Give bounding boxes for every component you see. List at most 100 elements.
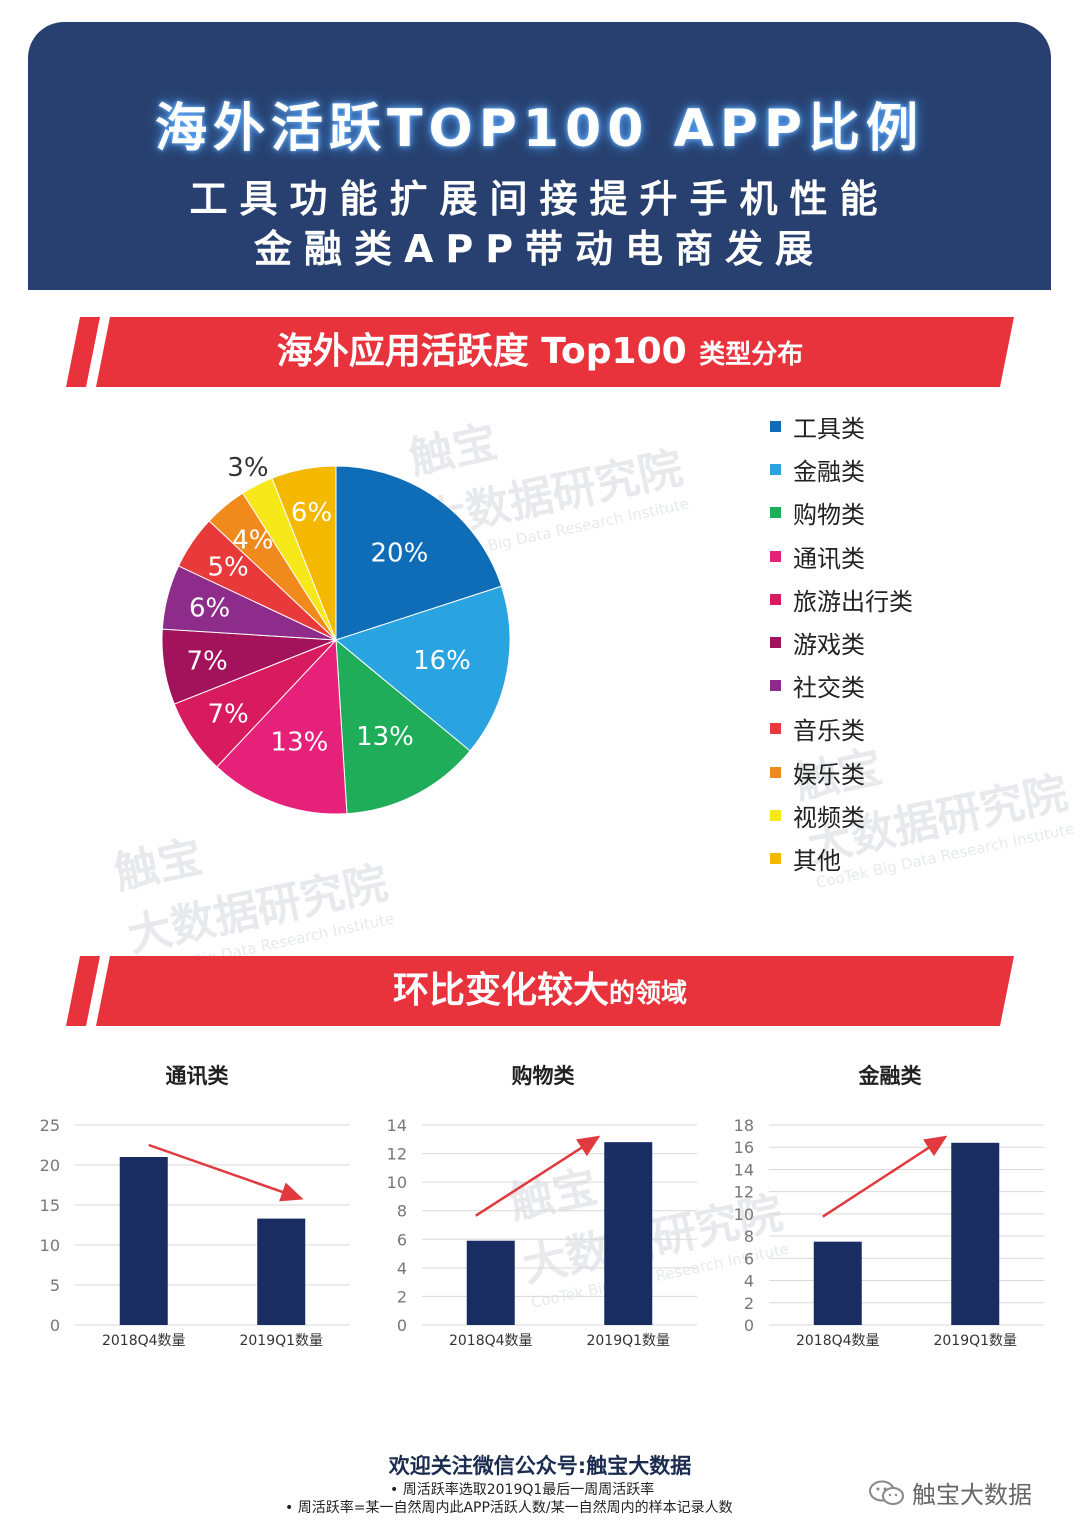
pie-legend: 工具类金融类购物类通讯类旅游出行类游戏类社交类音乐类娱乐类视频类其他 [770, 405, 913, 880]
legend-swatch [770, 550, 781, 562]
pie-slice [216, 638, 348, 815]
y-tick-label: 10 [387, 1173, 407, 1192]
legend-item: 工具类 [770, 405, 913, 448]
section-banner-distribution: 海外应用活跃度 Top100 类型分布 [66, 317, 1014, 387]
legend-label: 娱乐类 [793, 760, 865, 789]
y-tick-label: 6 [744, 1249, 754, 1268]
y-tick-label: 16 [734, 1138, 754, 1157]
legend-label: 游戏类 [793, 631, 865, 660]
legend-swatch [770, 464, 781, 476]
legend-label: 购物类 [793, 501, 865, 530]
trend-arrow [822, 1135, 948, 1218]
legend-item: 视频类 [770, 794, 913, 837]
bar [951, 1142, 1000, 1325]
wechat-label: 触宝大数据 [912, 1481, 1032, 1509]
wechat-icon [869, 1480, 904, 1505]
legend-label: 金融类 [793, 458, 865, 487]
y-tick-label: 12 [734, 1183, 754, 1202]
legend-swatch [770, 637, 781, 649]
x-tick-label: 2018Q4数量 [449, 1333, 533, 1349]
y-tick-label: 0 [397, 1316, 407, 1335]
legend-item: 娱乐类 [770, 751, 913, 794]
banner-small-text: 类型分布 [699, 340, 804, 370]
y-tick-label: 8 [397, 1202, 407, 1221]
pie-slice [335, 465, 503, 641]
pie-slice-label: 6% [189, 594, 230, 624]
footer-follow-text: 欢迎关注微信公众号:触宝大数据 [388, 1454, 692, 1478]
banner-text: 环比变化较大的领域 [66, 956, 1014, 1026]
legend-label: 旅游出行类 [793, 587, 913, 616]
pie-chart: 20%16%13%13%7%7%6%5%4%3%6% [161, 453, 511, 815]
legend-item: 通讯类 [770, 535, 913, 578]
y-tick-label: 14 [387, 1116, 407, 1135]
y-tick-label: 10 [734, 1205, 754, 1224]
bar [604, 1142, 653, 1325]
legend-label: 通讯类 [793, 544, 865, 573]
banner-text: 海外应用活跃度 Top100 类型分布 [66, 317, 1014, 387]
x-tick-label: 2018Q4数量 [796, 1333, 880, 1349]
y-tick-label: 12 [387, 1145, 407, 1164]
legend-item: 游戏类 [770, 621, 913, 664]
pie-slice-label: 6% [291, 498, 332, 528]
page-title: 海外活跃TOP100 APP比例 [155, 99, 924, 159]
x-tick-label: 2018Q4数量 [102, 1333, 186, 1349]
page-subtitle: 工具功能扩展间接提升手机性能 金融类APP带动电商发展 [28, 174, 1051, 274]
legend-swatch [770, 766, 781, 778]
legend-label: 视频类 [793, 803, 865, 832]
legend-item: 社交类 [770, 664, 913, 707]
legend-label: 其他 [793, 846, 841, 875]
legend-item: 金融类 [770, 448, 913, 491]
y-tick-label: 14 [734, 1160, 754, 1179]
section-banner-change: 环比变化较大的领域 [66, 956, 1014, 1026]
bar [119, 1157, 168, 1325]
watermark-line2: 大数据研究院 [123, 857, 393, 963]
pie-slice-label: 7% [207, 699, 248, 729]
y-tick-label: 10 [40, 1236, 60, 1255]
bar [813, 1241, 862, 1325]
legend-item: 音乐类 [770, 707, 913, 750]
bar-chart-finance: 0 2 4 6 8 10 12 14 16 18 2018Q4数量 2019Q1数量 [734, 1116, 1044, 1349]
legend-label: 社交类 [793, 674, 865, 703]
y-tick-label: 4 [744, 1272, 754, 1291]
pie-slice-label: 13% [271, 728, 329, 758]
legend-item: 旅游出行类 [770, 578, 913, 621]
y-tick-label: 2 [744, 1294, 754, 1313]
pie-slice [271, 465, 337, 641]
y-tick-label: 4 [397, 1259, 407, 1278]
legend-swatch [770, 421, 781, 433]
y-tick-label: 6 [397, 1230, 407, 1249]
wechat-account: 触宝大数据 [868, 1475, 1032, 1510]
bar-chart-title-shopping: 购物类 [511, 1064, 575, 1088]
legend-swatch [770, 723, 781, 735]
x-tick-label: 2019Q1数量 [586, 1333, 670, 1349]
y-tick-label: 0 [50, 1316, 60, 1335]
y-tick-label: 18 [734, 1116, 754, 1135]
banner-shape [66, 317, 1014, 387]
y-tick-label: 20 [40, 1156, 60, 1175]
banner-main-text: 海外应用活跃度 Top100 [276, 331, 700, 372]
bar [466, 1240, 515, 1325]
subtitle-line1: 工具功能扩展间接提升手机性能 [189, 177, 890, 221]
bar-chart-title-finance: 金融类 [858, 1064, 922, 1088]
pie-slice-label: 20% [371, 539, 429, 569]
bar [257, 1218, 306, 1325]
banner-small-text: 的领域 [609, 979, 688, 1009]
legend-item: 购物类 [770, 491, 913, 534]
x-tick-label: 2019Q1数量 [239, 1333, 323, 1349]
subtitle-line2: 金融类APP带动电商发展 [253, 227, 826, 271]
footer-note-2: 周活跃率=某一自然周内此APP活跃人数/某一自然周内的样本记录人数 [285, 1497, 733, 1517]
y-tick-label: 8 [744, 1227, 754, 1246]
pie-slice-label: 5% [207, 553, 248, 583]
pie-slice-label: 13% [356, 722, 414, 752]
y-tick-label: 0 [744, 1316, 754, 1335]
footer-note-1: 周活跃率选取2019Q1最后一周周活跃率 [390, 1479, 655, 1499]
header-panel: 海外活跃TOP100 APP比例 工具功能扩展间接提升手机性能 金融类APP带动… [28, 22, 1051, 290]
bar-chart-title-telecom: 通讯类 [165, 1064, 229, 1088]
y-tick-label: 2 [397, 1287, 407, 1306]
legend-item: 其他 [770, 837, 913, 880]
trend-arrow [148, 1143, 304, 1202]
legend-label: 音乐类 [793, 717, 865, 746]
legend-swatch [770, 507, 781, 519]
legend-swatch [770, 593, 781, 605]
legend-swatch [770, 809, 781, 821]
